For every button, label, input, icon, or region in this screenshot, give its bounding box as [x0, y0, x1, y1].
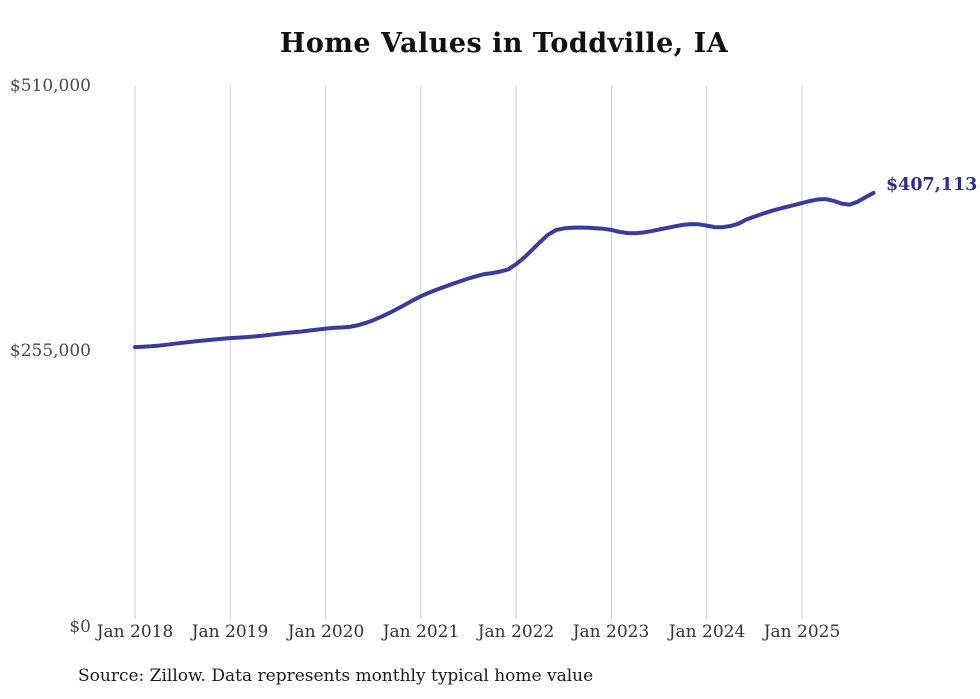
end-value-label: $407,113 [886, 175, 978, 195]
source-note: Source: Zillow. Data represents monthly … [78, 666, 594, 686]
x-tick-label: Jan 2025 [763, 622, 841, 642]
y-tick-label: $255,000 [9, 341, 91, 361]
gridlines [134, 86, 803, 619]
home-value-line [133, 190, 876, 350]
chart-title: Home Values in Toddville, IA [279, 28, 729, 59]
y-tick-label: $0 [69, 617, 91, 637]
x-tick-label: Jan 2023 [572, 622, 650, 642]
x-tick-label: Jan 2020 [287, 622, 365, 642]
x-tick-label: Jan 2022 [477, 622, 555, 642]
x-tick-label: Jan 2018 [96, 622, 174, 642]
x-tick-label: Jan 2021 [382, 622, 460, 642]
y-tick-label: $510,000 [9, 76, 91, 96]
x-tick-label: Jan 2024 [668, 622, 746, 642]
x-tick-label: Jan 2019 [191, 622, 269, 642]
